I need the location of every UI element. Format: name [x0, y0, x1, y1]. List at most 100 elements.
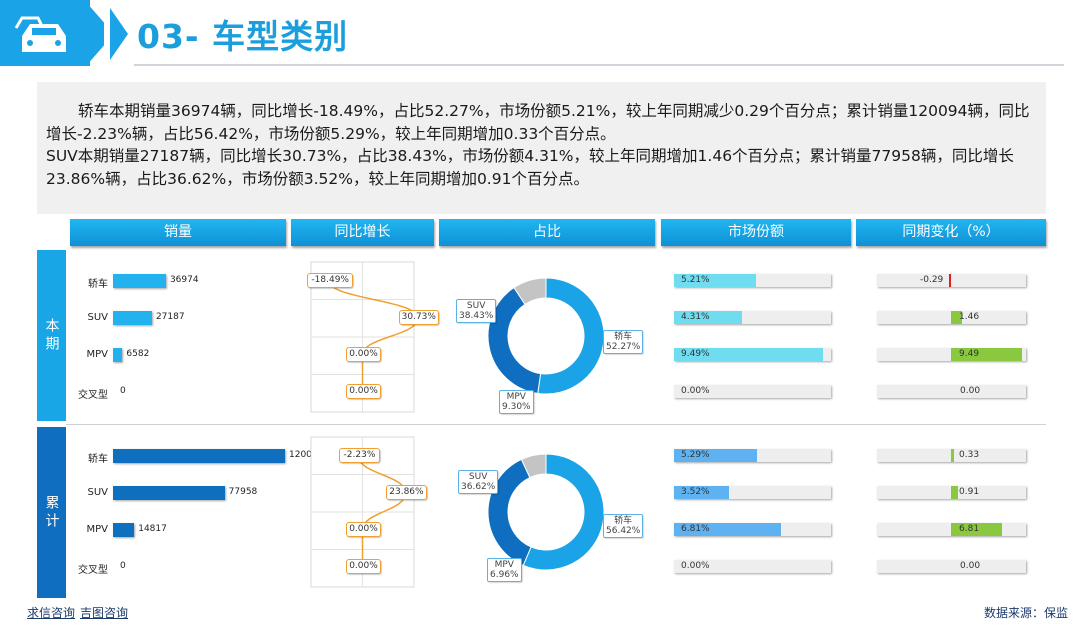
market-share-value: 6.81%	[681, 524, 710, 534]
change-value: 0.91	[959, 487, 980, 497]
change-bar	[951, 449, 954, 462]
yoy-value-label: 0.00%	[346, 559, 381, 574]
sales-value-label: 36974	[169, 275, 199, 285]
col-header-yoy: 同比增长	[291, 219, 434, 246]
market-share-value: 5.21%	[681, 275, 710, 285]
category-label: MPV	[86, 524, 109, 535]
change-track	[877, 385, 1026, 398]
share-donut-slice	[520, 453, 547, 479]
section-label-cumulative-text: 累计	[43, 494, 60, 531]
change-value: 6.81	[959, 524, 980, 534]
market-share-value: 0.00%	[681, 561, 710, 571]
category-label: 轿车	[88, 279, 108, 290]
share-donut-label-value: 52.27%	[606, 342, 641, 352]
col-header-market-share: 市场份额	[661, 219, 851, 246]
yoy-value-label: -2.23%	[339, 448, 380, 463]
category-label: 交叉型	[78, 390, 108, 401]
change-value: 1.46	[959, 312, 980, 322]
footer-link-jitu[interactable]: 吉图咨询	[80, 606, 129, 620]
share-donut-slice	[487, 286, 542, 394]
summary-box: 轿车本期销量36974辆，同比增长-18.49%，占比52.27%，市场份额5.…	[37, 82, 1046, 214]
market-share-bar	[674, 274, 756, 287]
category-label: 轿车	[88, 454, 108, 465]
category-label: SUV	[87, 487, 108, 498]
share-donut-label: SUV 38.43%	[456, 299, 497, 323]
sales-value-label: 120094	[289, 450, 324, 460]
market-share-value: 0.00%	[681, 386, 710, 396]
yoy-value-label: 0.00%	[346, 522, 381, 537]
market-share-value: 9.49%	[681, 349, 710, 359]
yoy-line	[357, 455, 407, 567]
market-share-bar	[674, 523, 781, 536]
market-share-value: 5.29%	[681, 450, 710, 460]
share-donut-label-name: MPV	[506, 392, 526, 402]
share-donut-label-value: 36.62%	[461, 482, 496, 492]
share-donut-label-value: 56.42%	[606, 526, 641, 536]
change-value: 0.00	[960, 561, 981, 571]
change-bar	[951, 523, 1003, 536]
sales-bar	[113, 449, 285, 463]
change-bar	[951, 348, 1023, 361]
share-donut-label-value: 6.96%	[490, 570, 519, 580]
change-track	[877, 274, 1026, 287]
change-value: 0.00	[960, 386, 981, 396]
share-donut-label-name: SUV	[466, 301, 486, 311]
summary-sedan: 轿车本期销量36974辆，同比增长-18.49%，占比52.27%，市场份额5.…	[46, 102, 1030, 143]
yoy-value-label: -18.49%	[307, 273, 354, 288]
share-donut-slice	[537, 277, 605, 395]
share-donut-svg	[487, 453, 605, 571]
share-donut-label: 轿车 56.42%	[603, 514, 644, 538]
header-divider	[134, 64, 1064, 66]
sales-value-label: 6582	[126, 349, 150, 359]
share-donut-label-value: 9.30%	[502, 402, 531, 412]
col-header-share: 占比	[439, 219, 655, 246]
market-share-bar	[674, 486, 730, 499]
yoy-value-label: 30.73%	[398, 310, 439, 325]
header-arrow-inner	[110, 8, 128, 60]
market-share-value: 3.52%	[681, 487, 710, 497]
share-donut-label: MPV 6.96%	[487, 558, 522, 582]
market-share-bar	[674, 311, 742, 324]
change-value: 0.33	[959, 450, 980, 460]
sales-bar	[113, 274, 166, 288]
yoy-value-label: 23.86%	[386, 485, 427, 500]
share-donut-label: SUV 36.62%	[458, 470, 499, 494]
change-bar	[951, 311, 962, 324]
share-donut-label: MPV 9.30%	[499, 390, 534, 414]
market-share-track	[674, 560, 831, 573]
sales-value-label: 0	[120, 386, 126, 396]
summary-suv: SUV本期销量27187辆，同比增长30.73%，占比38.43%，市场份额4.…	[46, 147, 1014, 188]
change-track	[877, 560, 1026, 573]
footer-link-qiuxin[interactable]: 求信咨询	[27, 606, 76, 620]
market-share-track	[674, 385, 831, 398]
change-bar	[949, 274, 951, 287]
section-divider	[66, 424, 1046, 425]
market-share-bar	[674, 449, 758, 462]
section-label-current: 本期	[37, 250, 66, 421]
market-share-value: 4.31%	[681, 312, 710, 322]
share-donut-label-name: 轿车	[614, 332, 633, 342]
change-value: -0.29	[920, 275, 944, 285]
share-donut-svg	[487, 277, 605, 395]
share-donut-label-name: MPV	[494, 560, 514, 570]
share-donut-label-value: 38.43%	[459, 311, 494, 321]
sales-value-label: 27187	[155, 312, 185, 322]
car-icon	[14, 16, 66, 52]
footer-source: 数据来源：保监	[984, 606, 1069, 620]
share-donut-label-name: 轿车	[614, 516, 633, 526]
change-bar	[951, 486, 958, 499]
share-donut-slice	[522, 453, 605, 571]
sales-value-label: 77958	[228, 487, 258, 497]
sales-bar	[113, 348, 123, 362]
category-label: SUV	[87, 312, 108, 323]
share-donut-slice	[513, 277, 547, 305]
col-header-sales: 销量	[70, 219, 286, 246]
col-header-change: 同期变化（%）	[856, 219, 1046, 246]
change-value: 9.49	[959, 349, 980, 359]
category-label: 交叉型	[78, 565, 108, 576]
sales-bar	[113, 486, 225, 500]
section-label-cumulative: 累计	[37, 427, 66, 598]
share-donut-label: 轿车 52.27%	[603, 330, 644, 354]
sales-value-label: 14817	[138, 524, 167, 534]
share-donut-label-name: SUV	[468, 472, 488, 482]
